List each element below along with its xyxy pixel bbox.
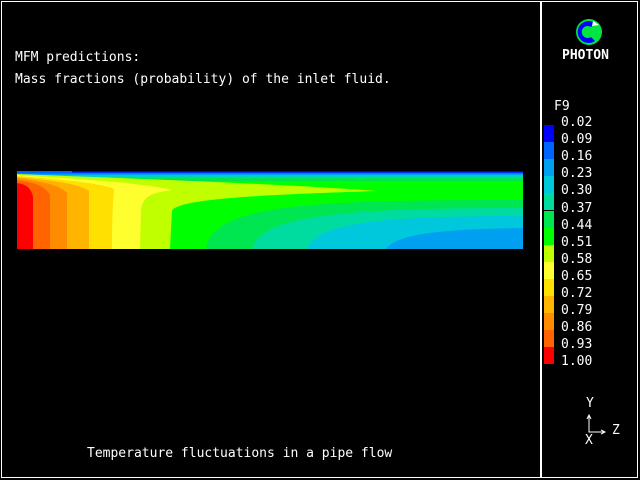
contour-plot [17, 171, 523, 249]
legend-level-label: 0.72 [561, 286, 593, 301]
legend-level-label: 0.02 [561, 115, 593, 130]
header-line-1: MFM predictions: [15, 50, 141, 65]
legend-level-label: 0.37 [561, 200, 593, 216]
legend-level-label: 0.23 [561, 166, 593, 182]
axes-triad-icon [586, 414, 607, 435]
legend-swatch [544, 193, 554, 211]
legend-swatch [544, 210, 554, 228]
legend-swatch [544, 227, 554, 245]
legend-swatch [544, 244, 554, 262]
legend-panel [541, 1, 638, 478]
legend-level-label: 0.86 [561, 320, 593, 336]
legend-level-label: 0.93 [561, 337, 593, 353]
legend-level-label: 0.65 [561, 268, 593, 284]
legend-level-label: 0.09 [561, 132, 593, 148]
contour-band [17, 183, 33, 249]
legend-level-label: 0.16 [561, 149, 593, 165]
legend-swatch [544, 159, 554, 177]
legend-swatch [544, 142, 554, 160]
legend-level-label: 1.00 [561, 354, 593, 370]
legend-level-label: 0.30 [561, 183, 593, 199]
legend-swatch [544, 176, 554, 194]
legend-swatch [544, 278, 554, 296]
legend-swatch [544, 330, 554, 348]
legend-level-label: 0.79 [561, 303, 593, 319]
footer-caption: Temperature fluctuations in a pipe flow [87, 446, 393, 461]
plot-panel [1, 1, 541, 478]
legend-swatch [544, 125, 554, 142]
axis-x-label: X [585, 433, 593, 448]
legend-swatch [544, 347, 554, 365]
legend-title: F9 [554, 99, 570, 114]
legend-level-label: 0.51 [561, 234, 593, 250]
header-line-2: Mass fractions (probability) of the inle… [15, 72, 391, 87]
legend-swatch [544, 261, 554, 279]
axis-z-label: Z [612, 423, 620, 438]
legend-level-label: 0.44 [561, 217, 593, 233]
contour-band [72, 171, 523, 173]
axis-y-label: Y [586, 396, 594, 411]
photon-logo-icon [576, 19, 602, 45]
legend-swatch [544, 296, 554, 313]
logo-text: PHOTON [562, 48, 609, 63]
legend-level-label: 0.58 [561, 251, 593, 267]
legend-swatch [544, 313, 554, 331]
